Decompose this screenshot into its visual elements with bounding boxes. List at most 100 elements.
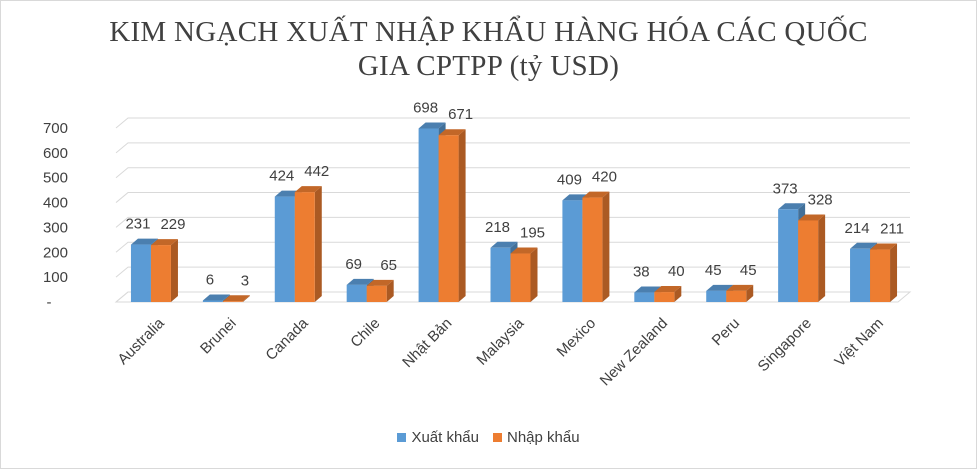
bar [582, 197, 603, 302]
bar-top [778, 203, 806, 210]
bar [490, 247, 511, 302]
bar [562, 200, 583, 302]
gridline [115, 142, 910, 154]
y-tick-label: 500 [43, 170, 68, 187]
data-label: 38 [633, 264, 650, 281]
bar-top [582, 191, 610, 198]
bar-side [386, 279, 394, 302]
bar [654, 292, 675, 302]
bar-top [346, 278, 374, 285]
bar [850, 248, 871, 302]
gridline [115, 167, 910, 179]
gridline [115, 117, 910, 129]
bar [798, 220, 819, 302]
bar [634, 292, 655, 302]
gridline [115, 216, 910, 228]
legend-swatch-import [493, 433, 502, 442]
category-label: Brunei [197, 315, 240, 358]
data-label: 211 [880, 221, 904, 238]
bar-side [314, 186, 322, 302]
data-label: 214 [845, 220, 870, 237]
bar [202, 300, 223, 302]
bar [274, 196, 295, 302]
y-tick-label: 700 [43, 120, 68, 137]
bar-top [850, 242, 878, 249]
category-label: Việt Nam [831, 315, 886, 370]
bar-side [530, 247, 538, 302]
bar [510, 253, 531, 302]
category-label: Chile [347, 315, 383, 351]
data-label: 65 [380, 257, 397, 274]
y-tick-label: 200 [43, 244, 68, 261]
category-label: Peru [709, 315, 743, 349]
data-label: 6 [206, 272, 214, 289]
data-label: 45 [705, 262, 722, 279]
bar-top [294, 186, 322, 193]
bar [870, 249, 891, 302]
data-label: 218 [485, 219, 510, 236]
bar-side [242, 295, 250, 302]
data-label: 3 [241, 272, 249, 289]
y-tick-label: 400 [43, 195, 68, 212]
chart-title-line-2: GIA CPTPP (tỷ USD) [357, 50, 620, 82]
data-label: 409 [557, 171, 582, 188]
chart-title: KIM NGẠCH XUẤT NHẬP KHẨU HÀNG HÓA CÁC QU… [1, 15, 976, 83]
legend-item-import: Nhập khẩu [493, 429, 580, 446]
bar-top [418, 122, 446, 129]
category-label: Australia [114, 314, 168, 368]
bar-top [222, 295, 250, 302]
data-label: 671 [448, 106, 473, 123]
category-label: Nhật Bản [399, 315, 455, 371]
bar-side [890, 243, 898, 302]
bar-top [202, 294, 230, 301]
data-label: 420 [592, 169, 617, 186]
bar [366, 285, 387, 302]
y-tick-label: 300 [43, 219, 68, 236]
bar [778, 209, 799, 302]
data-label: 69 [345, 256, 362, 273]
bar-top [366, 279, 394, 286]
bar [346, 284, 367, 302]
bar-top [150, 239, 178, 246]
bar-side [602, 191, 610, 302]
gridline [115, 192, 910, 203]
legend-item-export: Xuất khẩu [397, 429, 479, 446]
data-label: 229 [160, 216, 185, 233]
bar [130, 244, 151, 302]
data-label: 442 [304, 163, 329, 180]
legend-label-import: Nhập khẩu [507, 429, 580, 446]
bar [222, 301, 243, 302]
category-label: Singapore [755, 315, 815, 375]
bar-side [746, 284, 754, 302]
legend-label-export: Xuất khẩu [411, 429, 479, 446]
bar [294, 192, 315, 302]
category-label: New Zealand [597, 315, 672, 390]
bar-top [654, 286, 682, 293]
bar-top [438, 129, 466, 136]
bar-top [490, 241, 518, 248]
bar-top [130, 238, 158, 245]
bar-side [458, 129, 466, 302]
data-label: 45 [740, 262, 757, 279]
bar-side [674, 286, 682, 302]
bar-top [706, 284, 734, 291]
data-label: 195 [520, 225, 545, 242]
bar-top [870, 243, 898, 250]
legend-swatch-export [397, 433, 407, 442]
bar [418, 128, 439, 302]
legend: Xuất khẩu Nhập khẩu [1, 429, 976, 446]
data-label: 328 [808, 191, 833, 208]
y-tick-label: 100 [43, 269, 68, 286]
category-label: Canada [262, 314, 312, 364]
gridline [115, 241, 910, 253]
bar [438, 135, 459, 302]
data-label: 373 [773, 180, 798, 197]
data-label: 40 [668, 263, 685, 280]
y-tick-label: - [47, 294, 52, 311]
data-label: 231 [125, 216, 150, 233]
data-label: 698 [413, 99, 438, 116]
bar-side [818, 214, 826, 302]
bar-top [510, 247, 538, 254]
